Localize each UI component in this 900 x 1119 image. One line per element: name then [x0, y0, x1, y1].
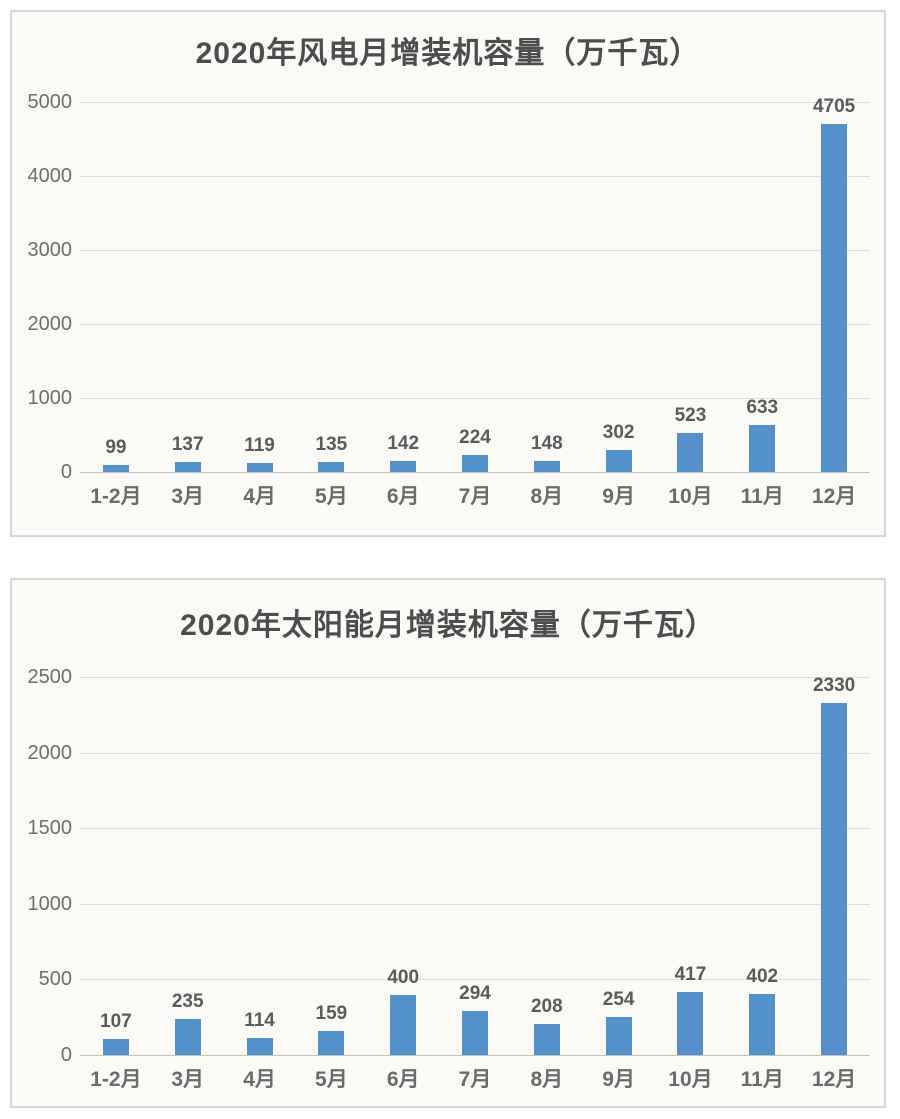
bar-8月 [533, 1023, 560, 1055]
bar-value-label: 633 [746, 397, 779, 419]
bar-12月 [821, 123, 848, 472]
bar-value-label: 417 [674, 963, 707, 985]
bar-6月 [390, 994, 417, 1055]
y-tick-label: 2000 [27, 741, 73, 764]
y-tick-label: 0 [60, 1044, 72, 1066]
bar-value-label: 254 [602, 988, 635, 1010]
y-tick-label: 0 [60, 461, 72, 483]
x-category-label: 11月 [740, 485, 784, 508]
gridline [80, 176, 870, 177]
bar-value-label: 294 [459, 982, 491, 1004]
bar-value-label: 523 [674, 405, 707, 427]
gridline [80, 752, 870, 754]
x-category-label: 9月 [602, 1068, 635, 1091]
bar-10月 [677, 433, 704, 472]
x-axis-line [80, 1055, 870, 1056]
wind-chart-plot-area: 0 1000 2000 3000 4000 5000 99 1-2月 137 3月 119 4月 135… [12, 12, 884, 535]
y-tick-label: 1000 [27, 387, 73, 409]
bar-3月 [174, 1019, 201, 1055]
bar-value-label: 142 [387, 433, 420, 455]
bar-value-label: 114 [244, 1009, 275, 1031]
bar-7月 [462, 455, 488, 472]
wind-chart-title: 2020年风电月增装机容量（万千瓦） [195, 37, 701, 70]
x-category-label: 8月 [530, 485, 564, 508]
bar-value-label: 2330 [812, 674, 856, 696]
x-category-label: 12月 [811, 1068, 857, 1091]
bar-7月 [462, 1010, 488, 1055]
solar-chart-plot-area: 0 500 1000 1500 2000 2500 107 1-2月 235 3月 114 4月 159… [12, 580, 884, 1106]
bar-value-label: 302 [602, 421, 635, 443]
x-category-label: 10月 [668, 485, 713, 508]
x-category-label: 6月 [386, 485, 420, 508]
x-category-label: 8月 [530, 1068, 564, 1091]
bar-6月 [390, 461, 417, 472]
bar-value-label: 400 [387, 966, 420, 988]
gridline [80, 979, 870, 981]
x-category-label: 11月 [740, 1068, 784, 1091]
y-tick-label: 5000 [27, 91, 73, 113]
bar-11月 [749, 425, 776, 472]
y-tick-label: 1000 [27, 892, 73, 915]
x-category-label: 5月 [315, 1068, 348, 1091]
bar-12月 [821, 702, 848, 1055]
bar-10月 [677, 991, 704, 1055]
gridline [80, 324, 870, 325]
x-category-label: 4月 [243, 1068, 276, 1091]
gridline [80, 102, 870, 103]
y-tick-label: 2500 [27, 666, 73, 688]
wind-chart-panel: 2020年风电月增装机容量（万千瓦） 0 1000 2000 3000 4000 5000… [10, 10, 886, 537]
bar-value-label: 99 [105, 436, 127, 458]
bar-5月 [318, 462, 345, 472]
bar-9月 [605, 449, 632, 472]
solar-chart-title: 2020年太阳能月增装机容量（万千瓦） [180, 609, 716, 642]
bar-value-label: 107 [100, 1010, 132, 1032]
bar-5月 [318, 1030, 345, 1055]
bar-8月 [533, 461, 560, 472]
x-category-label: 12月 [811, 485, 857, 508]
x-category-label: 10月 [668, 1068, 713, 1091]
bar-value-label: 235 [171, 991, 204, 1013]
bar-value-label: 402 [746, 966, 779, 988]
x-category-label: 7月 [458, 1068, 492, 1091]
bar-value-label: 119 [244, 435, 275, 457]
y-tick-label: 500 [38, 968, 72, 991]
solar-chart-panel: 2020年太阳能月增装机容量（万千瓦） 0 500 1000 1500 2000 2500… [10, 578, 886, 1108]
gridline [80, 250, 870, 251]
gridline [80, 903, 870, 905]
bar-value-label: 159 [315, 1002, 348, 1024]
gridline [80, 398, 870, 399]
bar-value-label: 208 [530, 995, 563, 1017]
bar-value-label: 137 [171, 433, 204, 455]
gridline [80, 828, 870, 830]
bar-value-label: 4705 [812, 95, 856, 117]
x-category-label: 9月 [602, 485, 635, 508]
y-tick-label: 1500 [27, 817, 73, 840]
x-axis-line [80, 472, 870, 473]
x-category-label: 6月 [386, 1068, 420, 1091]
gridline [80, 677, 870, 678]
x-category-label: 5月 [315, 485, 348, 508]
bar-1-2月 [102, 464, 129, 472]
x-category-label: 1-2月 [90, 1068, 142, 1091]
y-tick-label: 2000 [27, 313, 73, 335]
x-category-label: 3月 [171, 1068, 205, 1091]
x-category-label: 4月 [243, 485, 276, 508]
x-category-label: 3月 [171, 485, 205, 508]
bar-1-2月 [102, 1038, 129, 1055]
y-tick-label: 4000 [27, 165, 73, 187]
bar-value-label: 135 [315, 434, 348, 455]
x-category-label: 7月 [458, 485, 492, 508]
y-tick-label: 3000 [27, 239, 73, 261]
bar-3月 [174, 461, 201, 472]
x-category-label: 1-2月 [90, 485, 142, 508]
bar-value-label: 224 [459, 427, 491, 449]
bar-11月 [749, 994, 776, 1055]
bar-value-label: 148 [530, 433, 563, 455]
bar-9月 [605, 1016, 632, 1055]
bar-4月 [246, 463, 273, 472]
bar-4月 [246, 1037, 273, 1055]
